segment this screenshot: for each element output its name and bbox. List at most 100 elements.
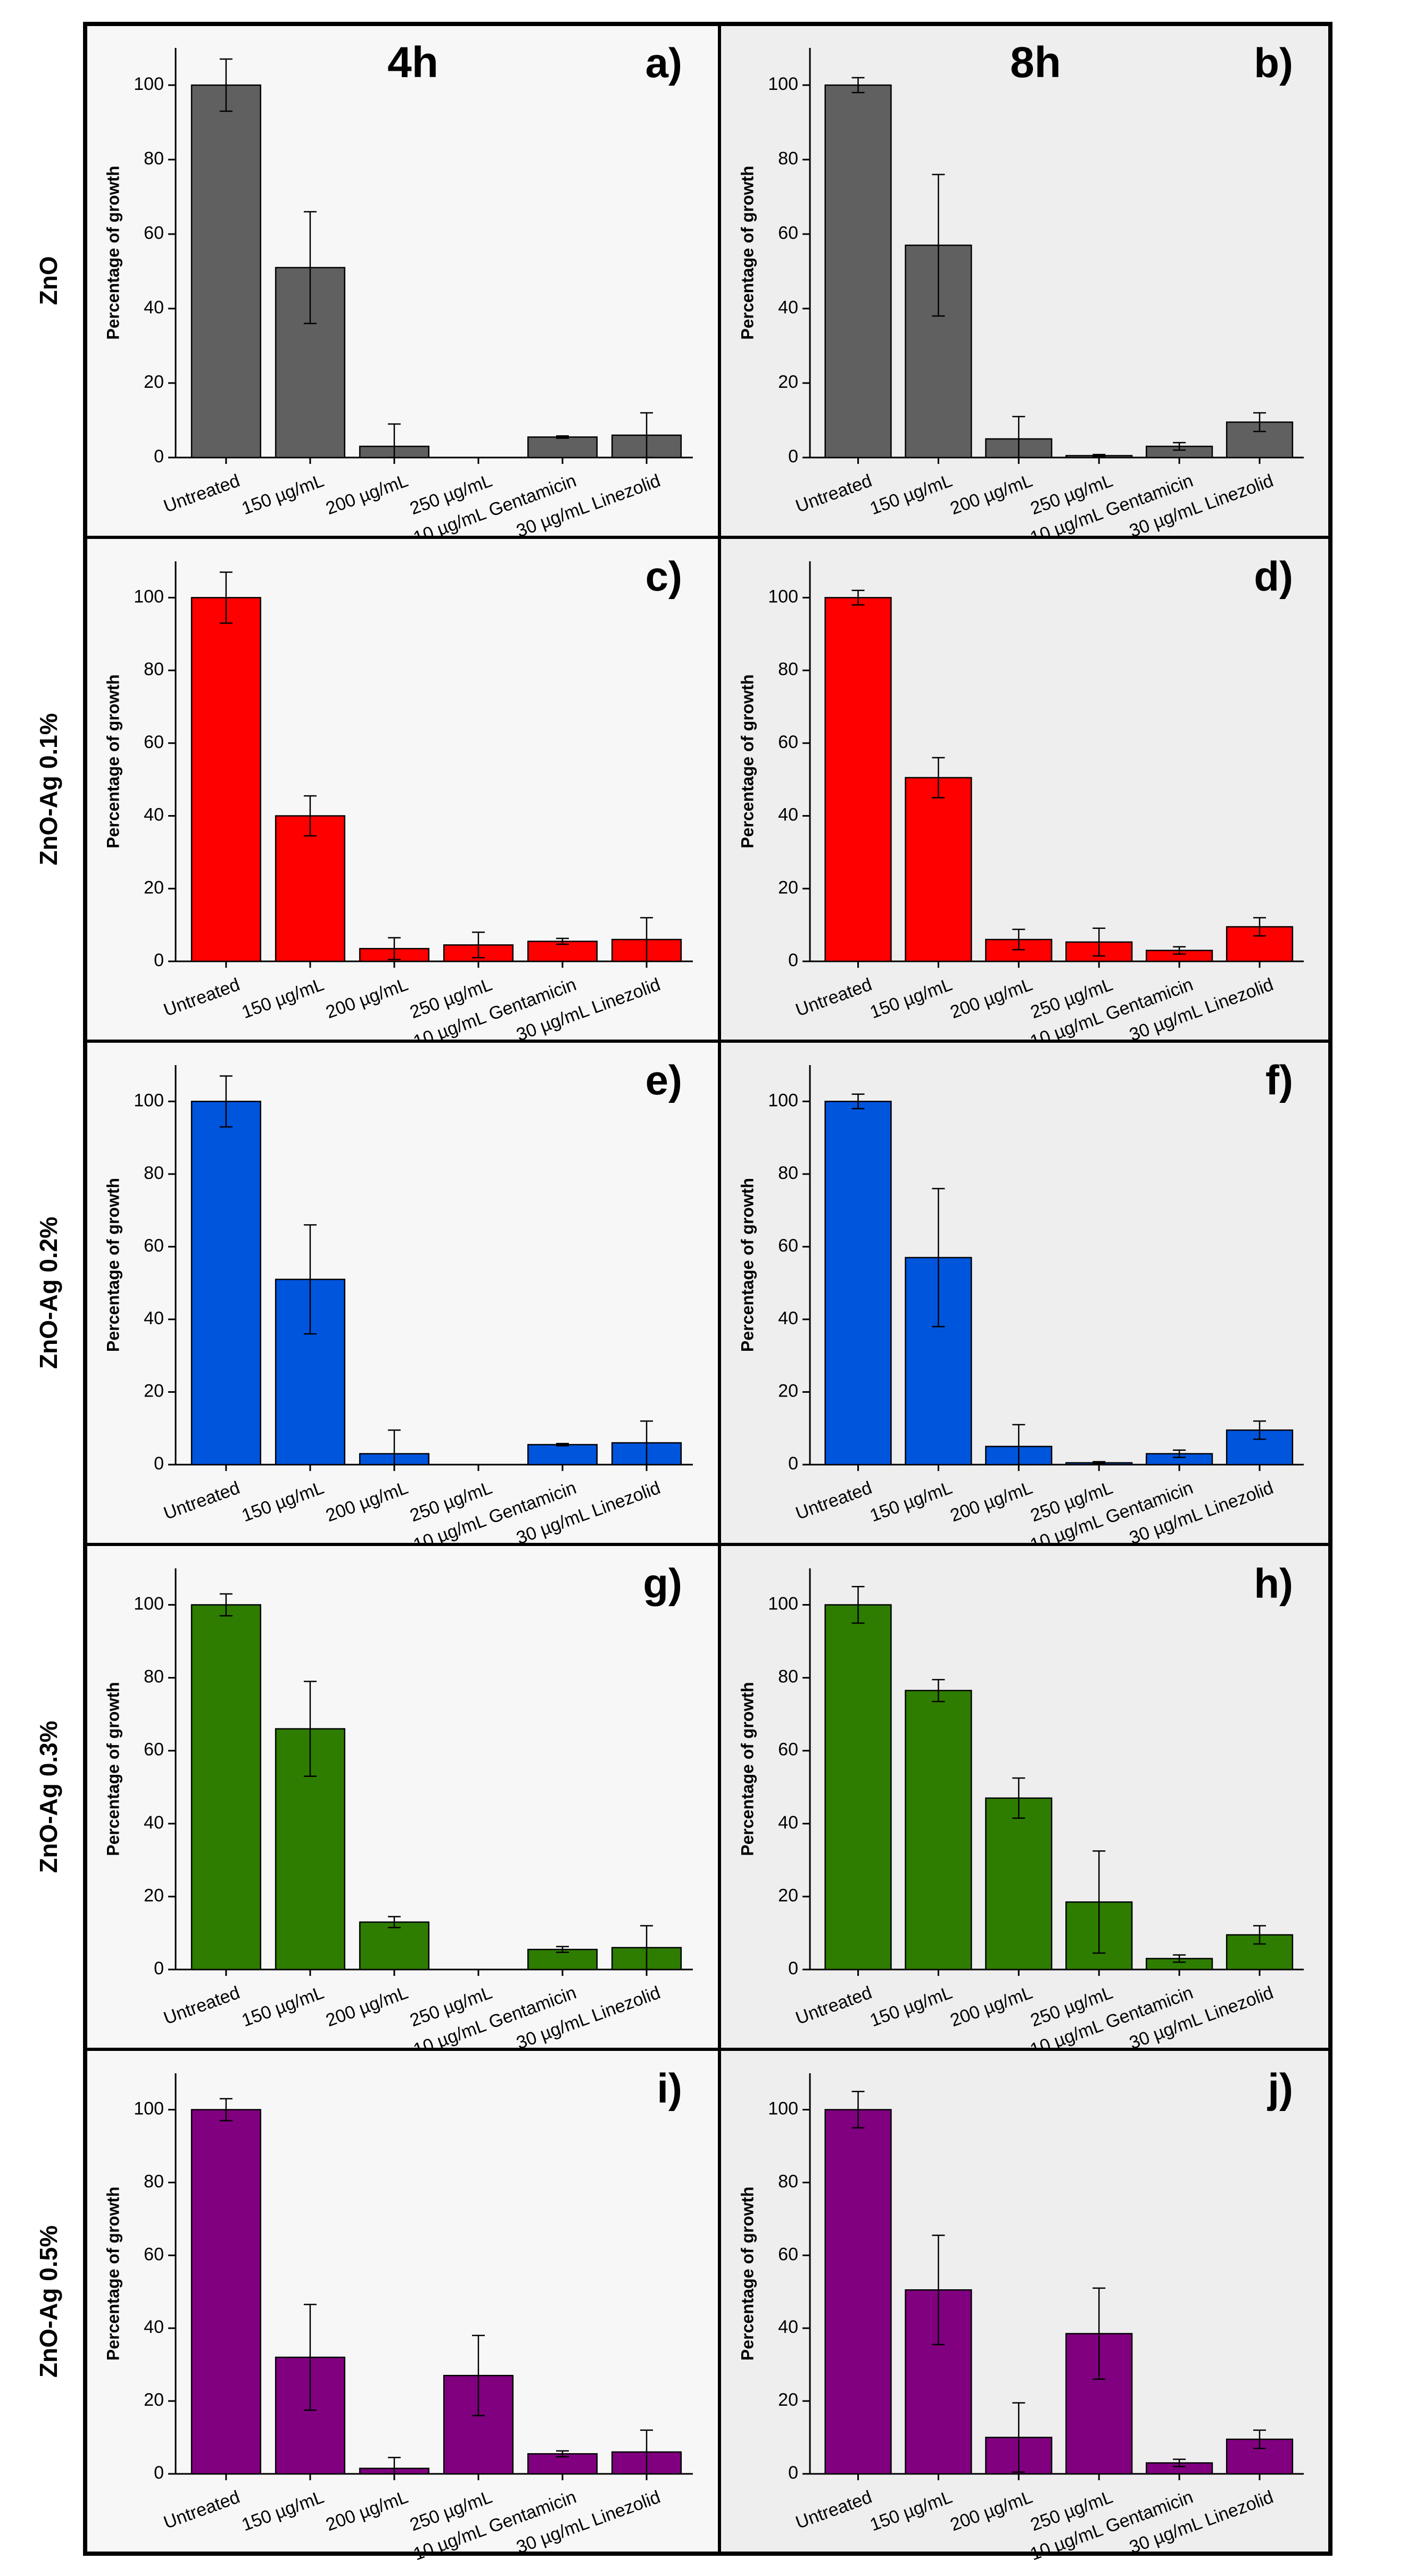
y-tick-label: 0 bbox=[788, 1958, 798, 1979]
y-tick-label: 0 bbox=[154, 2463, 164, 2483]
bar bbox=[191, 2109, 261, 2475]
panel-background bbox=[719, 537, 1330, 1041]
y-tick-label: 80 bbox=[778, 1163, 798, 1183]
y-tick-label: 80 bbox=[144, 659, 164, 679]
y-tick-label: 0 bbox=[788, 446, 798, 467]
y-tick-label: 100 bbox=[768, 1594, 798, 1614]
y-tick-label: 80 bbox=[778, 148, 798, 169]
y-tick-label: 60 bbox=[778, 732, 798, 752]
y-tick-label: 20 bbox=[144, 372, 164, 392]
bar bbox=[905, 1690, 972, 1971]
bar bbox=[824, 597, 892, 962]
panel-letter: c) bbox=[645, 553, 682, 600]
panel-background bbox=[85, 1041, 719, 1544]
y-tick-label: 60 bbox=[778, 2244, 798, 2264]
y-tick-label: 20 bbox=[778, 1885, 798, 1906]
y-tick-label: 80 bbox=[778, 2171, 798, 2191]
y-axis-label: Percentage of growth bbox=[103, 165, 122, 339]
bar bbox=[359, 1921, 429, 1971]
y-tick-label: 0 bbox=[788, 950, 798, 970]
panel-letter: j) bbox=[1267, 2065, 1293, 2112]
y-tick-label: 60 bbox=[144, 1235, 164, 1256]
panel-background bbox=[719, 24, 1330, 537]
y-axis-label: Percentage of growth bbox=[738, 1178, 757, 1352]
y-tick-label: 40 bbox=[144, 1308, 164, 1328]
panel-background bbox=[719, 2049, 1330, 2554]
y-tick-label: 40 bbox=[778, 805, 798, 825]
row-label: ZnO-Ag 0.1% bbox=[35, 713, 62, 865]
panel-background bbox=[85, 2049, 719, 2554]
y-tick-label: 100 bbox=[768, 2098, 798, 2118]
y-tick-label: 100 bbox=[768, 74, 798, 94]
y-tick-label: 80 bbox=[144, 1163, 164, 1183]
bar bbox=[191, 1101, 261, 1466]
panel-title: 8h bbox=[1010, 38, 1061, 87]
y-axis-label: Percentage of growth bbox=[738, 1682, 757, 1856]
panel-letter: d) bbox=[1254, 553, 1293, 600]
y-tick-label: 20 bbox=[144, 2390, 164, 2410]
panel-letter: b) bbox=[1254, 39, 1293, 86]
bar bbox=[191, 84, 261, 459]
y-tick-label: 60 bbox=[778, 1740, 798, 1760]
panel-background bbox=[85, 537, 719, 1041]
y-tick-label: 20 bbox=[778, 2390, 798, 2410]
y-tick-label: 40 bbox=[778, 1308, 798, 1328]
y-tick-label: 100 bbox=[134, 1090, 164, 1110]
y-tick-label: 0 bbox=[788, 2463, 798, 2483]
y-tick-label: 20 bbox=[144, 877, 164, 898]
y-tick-label: 100 bbox=[134, 74, 164, 94]
bar bbox=[275, 815, 345, 962]
bar bbox=[527, 436, 598, 459]
y-tick-label: 80 bbox=[144, 2171, 164, 2191]
y-tick-label: 60 bbox=[778, 1235, 798, 1256]
panel-letter: e) bbox=[645, 1057, 682, 1103]
y-axis-label: Percentage of growth bbox=[103, 2187, 122, 2361]
panel-letter: g) bbox=[643, 1560, 682, 1607]
y-tick-label: 0 bbox=[788, 1453, 798, 1474]
y-tick-label: 40 bbox=[778, 2317, 798, 2337]
bar bbox=[824, 1101, 892, 1466]
y-tick-label: 60 bbox=[144, 1740, 164, 1760]
bar bbox=[191, 597, 261, 962]
bar bbox=[191, 1604, 261, 1971]
y-tick-label: 0 bbox=[154, 446, 164, 467]
panel-background bbox=[719, 1041, 1330, 1544]
y-tick-label: 20 bbox=[778, 877, 798, 898]
panel-background bbox=[85, 1544, 719, 2049]
y-tick-label: 100 bbox=[768, 586, 798, 606]
y-axis-label: Percentage of growth bbox=[103, 674, 122, 848]
row-label: ZnO-Ag 0.3% bbox=[35, 1721, 62, 1873]
y-tick-label: 20 bbox=[144, 1381, 164, 1401]
y-tick-label: 20 bbox=[778, 1381, 798, 1401]
y-tick-label: 0 bbox=[154, 1958, 164, 1979]
y-tick-label: 100 bbox=[134, 2098, 164, 2118]
y-tick-label: 40 bbox=[778, 1813, 798, 1833]
y-axis-label: Percentage of growth bbox=[738, 165, 757, 339]
y-tick-label: 100 bbox=[768, 1090, 798, 1110]
bar bbox=[824, 2109, 892, 2475]
row-label: ZnO-Ag 0.5% bbox=[35, 2225, 62, 2378]
row-label: ZnO bbox=[35, 256, 62, 305]
panel-letter: f) bbox=[1265, 1057, 1293, 1103]
bar bbox=[527, 1444, 598, 1466]
y-tick-label: 40 bbox=[778, 297, 798, 318]
bar bbox=[985, 1797, 1053, 1971]
y-axis-label: Percentage of growth bbox=[103, 1178, 122, 1352]
y-axis-label: Percentage of growth bbox=[738, 2187, 757, 2361]
bar bbox=[824, 84, 892, 459]
y-tick-label: 60 bbox=[144, 223, 164, 243]
y-tick-label: 40 bbox=[144, 297, 164, 318]
y-tick-label: 0 bbox=[154, 950, 164, 970]
y-tick-label: 60 bbox=[144, 732, 164, 752]
y-tick-label: 100 bbox=[134, 586, 164, 606]
